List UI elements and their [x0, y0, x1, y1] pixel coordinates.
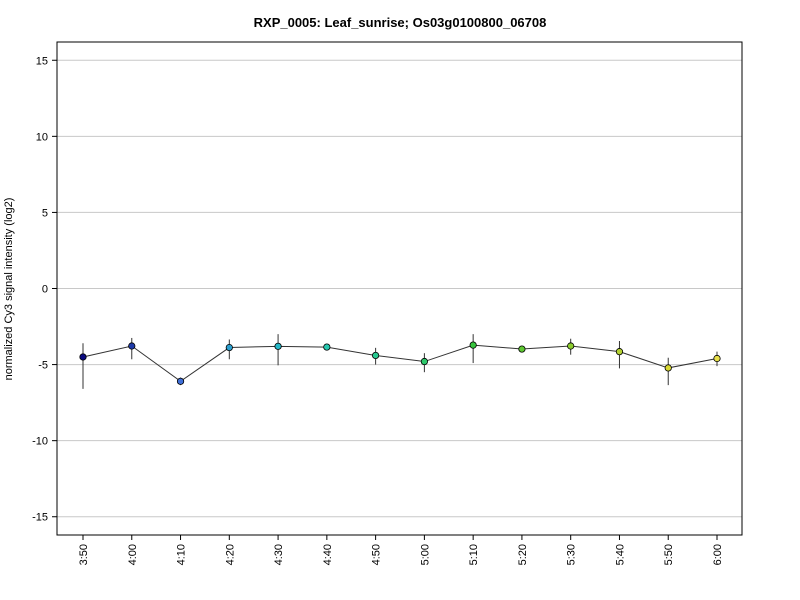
data-point — [420, 357, 428, 366]
data-point — [518, 345, 526, 353]
x-tick-label: 5:00 — [419, 544, 431, 565]
gridlines — [57, 59, 742, 518]
y-tick-label: -15 — [32, 512, 48, 524]
data-point — [664, 364, 672, 372]
data-point — [469, 341, 477, 349]
x-tick-label: 5:50 — [663, 544, 675, 565]
x-tick-label: 5:20 — [517, 544, 529, 565]
x-tick-label: 4:00 — [127, 544, 139, 565]
data-point — [567, 342, 575, 350]
y-tick-label: 10 — [36, 131, 48, 143]
data-point — [225, 343, 233, 352]
y-axis: -15 -10 -5 0 5 10 15 — [32, 55, 57, 524]
y-axis-label: normalized Cy3 signal intensity (log2) — [3, 198, 15, 381]
y-tick-label: 5 — [42, 207, 48, 219]
data-point — [176, 377, 185, 385]
x-tick-label: 4:20 — [224, 544, 236, 565]
y-tick-label: -10 — [32, 436, 48, 448]
data-point — [713, 354, 721, 363]
data-point — [615, 348, 624, 356]
x-tick-label: 3:50 — [78, 544, 90, 565]
y-tick-label: 15 — [36, 55, 48, 67]
x-tick-label: 5:40 — [614, 544, 626, 565]
y-tick-label: 0 — [42, 284, 48, 296]
x-tick-label: 4:50 — [371, 544, 383, 565]
data-point — [372, 351, 380, 360]
data-point — [323, 343, 331, 351]
series-line — [82, 344, 718, 382]
x-tick-label: 5:10 — [468, 544, 480, 565]
data-point — [128, 342, 136, 350]
y-tick-label: -5 — [38, 360, 48, 372]
x-tick-label: 4:40 — [322, 544, 334, 565]
x-tick-label: 4:10 — [176, 544, 188, 565]
x-tick-label: 6:00 — [712, 544, 724, 565]
data-point — [79, 353, 87, 361]
data-point — [274, 342, 282, 350]
x-axis: 3:50 4:00 4:10 4:20 4:30 4:40 4:50 5:00 5:10 5:20… — [78, 535, 724, 565]
series-polyline — [82, 344, 718, 382]
x-tick-label: 4:30 — [273, 544, 285, 565]
data-points — [79, 341, 721, 385]
x-tick-label: 5:30 — [566, 544, 578, 565]
chart-title: RXP_0005: Leaf_sunrise; Os03g0100800_067… — [254, 15, 547, 30]
